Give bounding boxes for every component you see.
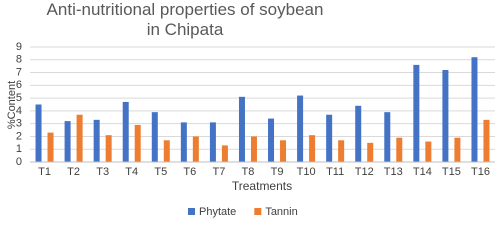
bar: [268, 118, 275, 162]
x-tick-label: T4: [125, 166, 138, 178]
bar: [250, 136, 257, 162]
y-tick-label: 6: [16, 79, 22, 91]
bar: [180, 122, 187, 162]
bar: [483, 119, 490, 162]
bar: [326, 114, 333, 162]
y-tick-label: 7: [16, 66, 22, 78]
bar: [93, 119, 100, 162]
bar: [105, 135, 112, 162]
y-axis-label: %Content: [6, 81, 18, 129]
x-tick-label: T2: [67, 166, 80, 178]
x-tick-label: T8: [242, 166, 255, 178]
bar: [396, 137, 403, 162]
y-tick-label: 3: [16, 118, 22, 130]
y-tick-label: 9: [16, 41, 22, 53]
bar: [367, 142, 374, 162]
y-tick-label: 1: [16, 143, 22, 155]
y-tick-label: 8: [16, 54, 22, 66]
x-tick-label: T10: [297, 166, 316, 178]
bar: [425, 141, 432, 162]
bar: [134, 124, 141, 162]
bar: [64, 121, 71, 162]
chart-title: Anti-nutritional properties of soybean i…: [46, 0, 324, 39]
y-tick-label: 2: [16, 130, 22, 142]
bar: [35, 104, 42, 162]
bar: [163, 140, 170, 162]
y-tick-label: 4: [16, 105, 22, 117]
bar: [355, 105, 362, 162]
bar: [338, 140, 345, 162]
x-tick-label: T13: [384, 166, 403, 178]
bar: [297, 95, 304, 162]
bar: [413, 64, 420, 162]
bar: [151, 112, 158, 162]
bar: [76, 114, 83, 162]
y-tick-label: 0: [16, 156, 22, 168]
x-tick-label: T16: [471, 166, 490, 178]
chart-container: %Content Treatments 0 1 2 3 4 5 6 7 8 9 T1 T2 T3 T4 T5…: [6, 0, 495, 218]
x-tick-label: T15: [442, 166, 461, 178]
legend-swatch: [188, 208, 195, 215]
legend-label: Tannin: [265, 206, 297, 218]
bar: [384, 112, 391, 162]
bar: [221, 145, 228, 162]
bar: [280, 140, 287, 162]
legend-swatch: [254, 208, 262, 215]
bar: [442, 70, 449, 162]
y-tick-label: 5: [16, 92, 22, 104]
x-tick-label: T11: [326, 166, 344, 178]
x-axis-label: Treatments: [232, 179, 292, 193]
bar: [454, 137, 461, 162]
bar: [209, 122, 216, 162]
bar: [309, 135, 316, 162]
bar: [238, 96, 245, 162]
legend-label: Phytate: [199, 206, 236, 218]
x-tick-label: T14: [413, 166, 432, 178]
x-tick-label: T9: [271, 166, 284, 178]
x-tick-label: T6: [183, 166, 196, 178]
bar: [192, 136, 199, 162]
bar: [471, 57, 478, 162]
x-tick-label: T7: [212, 166, 225, 178]
bar: [122, 101, 129, 162]
x-tick-label: T1: [38, 166, 51, 178]
x-tick-label: T5: [154, 166, 167, 178]
x-tick-label: T3: [96, 166, 109, 178]
x-tick-label: T12: [355, 166, 374, 178]
bar: [47, 132, 54, 162]
